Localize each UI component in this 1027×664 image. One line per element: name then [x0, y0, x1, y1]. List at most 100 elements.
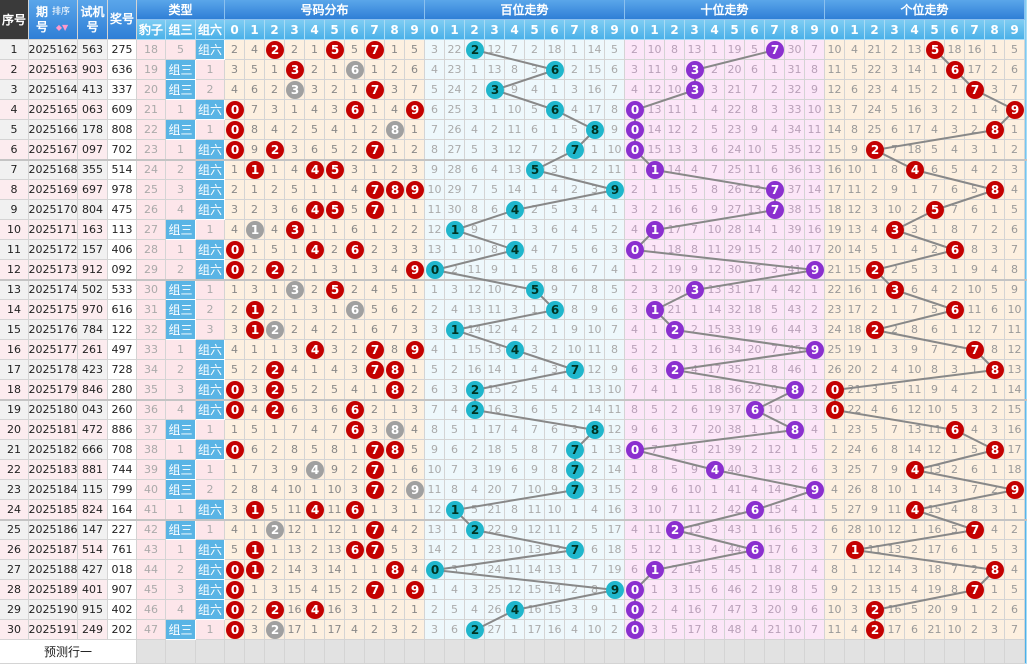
- prediction-cell[interactable]: [585, 640, 605, 664]
- tens-hit-ball: 9: [806, 261, 824, 279]
- prediction-cell[interactable]: [465, 640, 485, 664]
- units-cell: 0: [825, 400, 845, 420]
- hit-ball: 1: [246, 161, 264, 179]
- tens-cell: 2: [745, 440, 765, 460]
- prediction-cell[interactable]: [845, 640, 865, 664]
- prediction-cell[interactable]: [245, 640, 265, 664]
- prediction-cell[interactable]: [765, 640, 785, 664]
- tens-cell: 42: [785, 280, 805, 300]
- prediction-cell[interactable]: [137, 640, 166, 664]
- tens-cell: 39: [725, 440, 745, 460]
- prediction-cell[interactable]: [645, 640, 665, 664]
- prediction-cell[interactable]: [505, 640, 525, 664]
- prediction-cell[interactable]: [865, 640, 885, 664]
- units-cell: 12: [845, 200, 865, 220]
- row-seq: 27: [0, 560, 29, 580]
- prediction-cell[interactable]: [196, 640, 225, 664]
- row-leopard-omission: 35: [137, 380, 166, 400]
- prediction-cell[interactable]: [705, 640, 725, 664]
- prediction-cell[interactable]: [285, 640, 305, 664]
- tens-cell: 32: [785, 80, 805, 100]
- dist-cell: 1: [245, 500, 265, 520]
- prediction-cell[interactable]: [325, 640, 345, 664]
- header-units-trend: 个位走势: [825, 0, 1025, 20]
- hundreds-cell: 8: [505, 60, 525, 80]
- hundreds-cell: 10: [605, 140, 625, 160]
- prediction-cell[interactable]: [665, 640, 685, 664]
- hundreds-cell: 3: [505, 400, 525, 420]
- prediction-cell[interactable]: [785, 640, 805, 664]
- prediction-cell[interactable]: [745, 640, 765, 664]
- dist-cell: 0: [225, 580, 245, 600]
- units-cell: 16: [965, 40, 985, 60]
- prediction-cell[interactable]: [305, 640, 325, 664]
- units-cell: 9: [1005, 280, 1025, 300]
- prediction-cell[interactable]: [885, 640, 905, 664]
- dist-cell: 1: [365, 600, 385, 620]
- prediction-cell[interactable]: [805, 640, 825, 664]
- tens-digit-header: 6: [745, 20, 765, 40]
- units-cell: 1: [885, 300, 905, 320]
- prediction-cell[interactable]: [1005, 640, 1025, 664]
- hit-ball: 0: [226, 401, 244, 419]
- row-group3-omission: 4: [166, 400, 196, 420]
- hit-ball: 2: [266, 521, 284, 539]
- prediction-cell[interactable]: [225, 640, 245, 664]
- dist-cell: 1: [265, 60, 285, 80]
- tens-cell: 16: [805, 220, 825, 240]
- tens-cell: 16: [685, 600, 705, 620]
- tens-cell: 3: [745, 460, 765, 480]
- units-cell: 1: [925, 60, 945, 80]
- prediction-cell[interactable]: [365, 640, 385, 664]
- row-test-number: 063: [78, 100, 108, 120]
- prediction-cell[interactable]: [405, 640, 425, 664]
- sort-button[interactable]: 排序 ◆▼: [52, 5, 70, 35]
- units-cell: 0: [825, 380, 845, 400]
- units-cell: 7: [965, 480, 985, 500]
- units-cell: 17: [885, 620, 905, 640]
- prediction-cell[interactable]: [605, 640, 625, 664]
- prediction-cell[interactable]: [925, 640, 945, 664]
- hundreds-cell: 4: [465, 120, 485, 140]
- units-cell: 16: [905, 100, 925, 120]
- dist-cell: 1: [245, 540, 265, 560]
- tens-cell: 3: [685, 80, 705, 100]
- dist-cell: 2: [345, 340, 365, 360]
- prediction-cell[interactable]: [965, 640, 985, 664]
- hundreds-cell: 3: [485, 140, 505, 160]
- dist-cell: 3: [285, 60, 305, 80]
- hundreds-digit-header: 9: [605, 20, 625, 40]
- prediction-cell[interactable]: [545, 640, 565, 664]
- prediction-cell[interactable]: [565, 640, 585, 664]
- prediction-cell[interactable]: [945, 640, 965, 664]
- prediction-cell[interactable]: [485, 640, 505, 664]
- prediction-cell[interactable]: [725, 640, 745, 664]
- prediction-cell[interactable]: [166, 640, 196, 664]
- row-draw-number: 113: [108, 220, 137, 240]
- prediction-cell[interactable]: [345, 640, 365, 664]
- prediction-cell[interactable]: [425, 640, 445, 664]
- hundreds-cell: 21: [485, 500, 505, 520]
- prediction-cell[interactable]: [905, 640, 925, 664]
- dist-cell: 15: [285, 580, 305, 600]
- row-group6-omission: 1: [196, 60, 225, 80]
- prediction-cell[interactable]: [265, 640, 285, 664]
- prediction-cell[interactable]: [985, 640, 1005, 664]
- prediction-cell[interactable]: [825, 640, 845, 664]
- prediction-cell[interactable]: [525, 640, 545, 664]
- hundreds-cell: 1: [445, 240, 465, 260]
- header-issue[interactable]: 期号排序 ◆▼: [29, 0, 78, 40]
- dist-cell: 7: [365, 580, 385, 600]
- row-draw-number: 761: [108, 540, 137, 560]
- units-cell: 8: [885, 440, 905, 460]
- prediction-cell[interactable]: [685, 640, 705, 664]
- units-cell: 6: [965, 460, 985, 480]
- prediction-cell[interactable]: [385, 640, 405, 664]
- prediction-cell[interactable]: [445, 640, 465, 664]
- row-seq: 21: [0, 440, 29, 460]
- units-cell: 8: [1005, 260, 1025, 280]
- tens-cell: 33: [725, 320, 745, 340]
- prediction-cell[interactable]: [625, 640, 645, 664]
- tens-hit-ball: 2: [666, 321, 684, 339]
- units-cell: 22: [865, 60, 885, 80]
